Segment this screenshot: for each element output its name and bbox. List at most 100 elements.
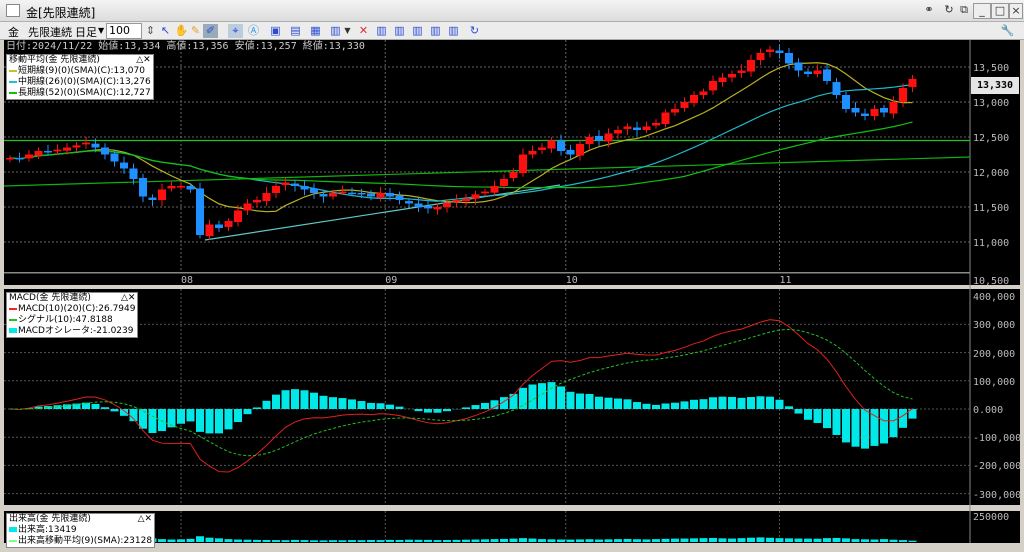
price-pane-border — [4, 272, 970, 274]
volume-bar — [604, 539, 613, 542]
macd-histogram-bar — [861, 409, 869, 449]
macd-histogram-bar — [338, 398, 347, 409]
volume-bar — [832, 537, 841, 542]
chart2-icon[interactable]: ▥ — [394, 24, 405, 37]
macd-histogram-bar — [462, 407, 470, 409]
macd-histogram-bar — [652, 404, 660, 409]
macd-tick-label: -200,000 — [973, 461, 1021, 472]
macd-label: MACD(10)(20)(C):26.7949 — [18, 304, 136, 314]
macd-legend[interactable]: MACD(金 先限連続) △✕ MACD(10)(20)(C):26.7949 シ… — [6, 292, 139, 338]
volume-bar — [281, 540, 290, 542]
delete-chart-icon[interactable]: ✕ — [358, 24, 369, 37]
close-icon[interactable]: △✕ — [121, 293, 136, 303]
volume-bar — [690, 538, 698, 542]
contract-label[interactable]: 先限連続 — [28, 26, 72, 39]
grid-icon[interactable]: ▤ — [290, 24, 301, 37]
volume-pane — [4, 511, 970, 543]
chart3-icon[interactable]: ▥ — [412, 24, 423, 37]
bar-chart-icon[interactable]: ▥ — [330, 24, 341, 37]
volume-tick-label: 250000 — [973, 512, 1009, 523]
chart-window-icon[interactable]: ▣ — [270, 24, 281, 37]
count-input[interactable]: 100 — [106, 23, 142, 39]
volume-bar — [699, 538, 708, 542]
grid2-icon[interactable]: ▦ — [310, 24, 321, 37]
candle — [766, 49, 774, 52]
ma-mid-swatch — [9, 80, 17, 83]
trend-line-support — [204, 184, 561, 241]
refresh-icon[interactable]: ↻ — [944, 3, 954, 16]
candle — [338, 191, 347, 194]
macd-histogram-bar — [177, 409, 185, 424]
pencil-icon[interactable]: ✎ — [190, 24, 201, 37]
volume-bar — [338, 540, 347, 542]
volume-bar — [775, 538, 784, 542]
volume-bar — [528, 538, 537, 542]
symbol-label[interactable]: 金 — [8, 26, 19, 39]
candle — [234, 210, 242, 223]
macd-histogram-bar — [395, 406, 404, 409]
ma-long-label: 長期線(52)(0)(SMA)(C):12,727 — [18, 88, 151, 98]
period-select[interactable]: 日足 — [75, 26, 97, 39]
macd-histogram-bar — [167, 409, 176, 428]
macd-histogram-bar — [690, 399, 698, 409]
circle-a-icon[interactable]: Ⓐ — [248, 24, 259, 37]
candle — [528, 151, 537, 155]
candle — [813, 70, 822, 74]
macd-histogram-bar — [756, 396, 765, 409]
price-tick-label: 12,000 — [973, 168, 1009, 179]
candle — [148, 197, 157, 200]
volume-bar — [471, 539, 480, 542]
ma-legend[interactable]: 移動平均(金 先限連続) △✕ 短期線(9)(0)(SMA)(C):13,070 … — [6, 54, 154, 100]
chart5-icon[interactable]: ▥ — [448, 24, 459, 37]
volume-bar — [509, 538, 518, 542]
candle — [652, 123, 660, 126]
candle — [500, 179, 508, 186]
crosshair-icon[interactable]: ⌖ — [228, 24, 243, 38]
volume-bar — [386, 539, 394, 542]
volume-legend[interactable]: 出来高(金 先限連続) △✕ 出来高:13419 出来高移動平均(9)(SMA):… — [6, 513, 156, 548]
macd-histogram-bar — [747, 397, 755, 409]
candle — [253, 200, 261, 203]
wrench-icon[interactable]: 🔧 — [1000, 24, 1015, 37]
candle — [633, 127, 641, 130]
chevron-down-icon[interactable]: ▼ — [98, 26, 105, 35]
chart4-icon[interactable]: ▥ — [430, 24, 441, 37]
macd-histogram-bar — [63, 404, 71, 409]
close-icon[interactable]: △✕ — [137, 514, 153, 524]
candle — [614, 130, 622, 134]
macd-histogram-bar — [34, 406, 43, 409]
volume-bar — [405, 539, 413, 542]
link-icon[interactable]: ⚭ — [924, 3, 934, 16]
chart1-icon[interactable]: ▥ — [376, 24, 387, 37]
pointer-icon[interactable]: ↖ — [160, 24, 171, 37]
candle — [291, 183, 299, 186]
macd-tick-label: 100,000 — [973, 377, 1015, 388]
candle — [680, 102, 689, 108]
candle — [101, 147, 109, 155]
close-icon[interactable]: △✕ — [136, 55, 151, 65]
chevron-down-icon[interactable]: ▼ — [344, 26, 351, 35]
minimize-button[interactable]: _ — [973, 3, 991, 19]
reload-icon[interactable]: ↻ — [469, 24, 480, 37]
volume-bar — [680, 538, 689, 542]
candle — [557, 140, 565, 151]
macd-histogram-bar — [785, 406, 793, 409]
candle — [851, 107, 860, 113]
maximize-button[interactable]: □ — [991, 3, 1009, 19]
candle — [357, 193, 366, 195]
ma-legend-title: 移動平均(金 先限連続) — [9, 55, 100, 65]
spinner-icon[interactable]: ⇕ — [145, 24, 156, 37]
macd-histogram-bar — [661, 403, 670, 409]
macd-histogram-bar — [699, 399, 708, 409]
candle — [15, 158, 24, 160]
volume-bar — [756, 537, 765, 542]
close-button[interactable]: × — [1009, 3, 1023, 19]
macd-histogram-bar — [376, 403, 385, 409]
hand-icon[interactable]: ✋ — [174, 24, 189, 37]
copy-icon[interactable]: ⧉ — [960, 3, 968, 16]
candle — [519, 154, 527, 174]
volume-bar — [671, 538, 679, 542]
draw-icon[interactable]: ✐ — [203, 24, 218, 38]
volume-bar — [395, 539, 404, 542]
